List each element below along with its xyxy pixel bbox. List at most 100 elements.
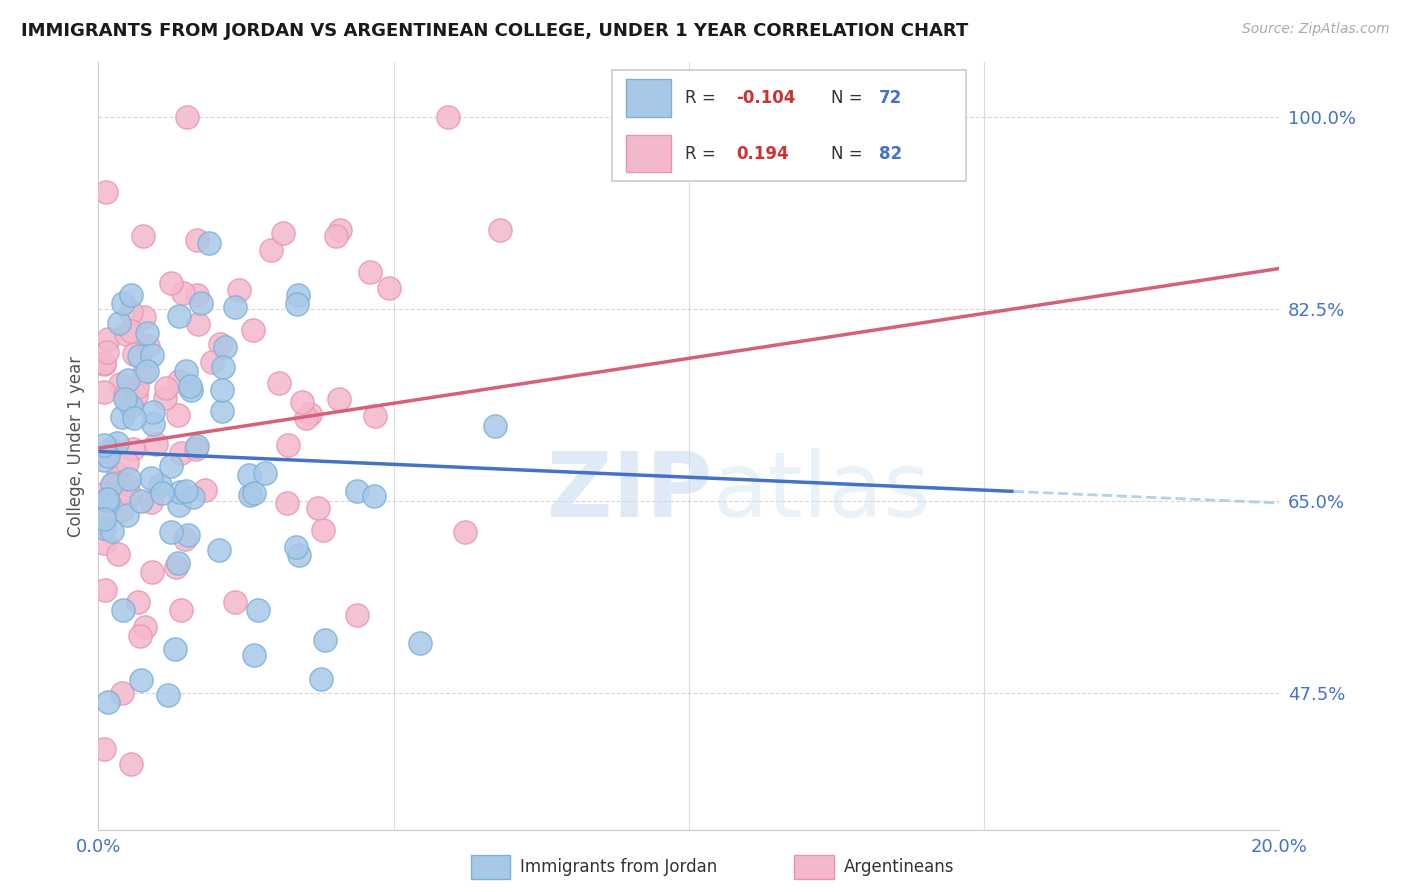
Point: [167, 556, 190, 570]
Point: [208, 543, 231, 558]
Point: [167, 309, 190, 323]
Point: [108, 316, 131, 330]
Point: [267, 376, 290, 390]
Point: [165, 641, 187, 656]
Point: [94, 582, 117, 597]
Point: [484, 419, 506, 434]
Point: [117, 373, 139, 387]
Point: [136, 364, 159, 378]
Point: [214, 340, 236, 354]
Point: [363, 489, 385, 503]
Point: [120, 756, 142, 771]
Point: [93, 438, 115, 452]
Point: [325, 228, 347, 243]
Text: atlas: atlas: [713, 448, 931, 536]
Point: [359, 264, 381, 278]
Point: [177, 528, 200, 542]
Point: [309, 672, 332, 686]
Point: [243, 485, 266, 500]
Text: N =: N =: [831, 89, 868, 107]
Point: [132, 367, 155, 381]
Point: [134, 310, 156, 324]
Point: [186, 288, 208, 302]
Text: -0.104: -0.104: [737, 89, 796, 107]
Point: [346, 484, 368, 499]
Point: [93, 742, 115, 756]
Text: Source: ZipAtlas.com: Source: ZipAtlas.com: [1241, 22, 1389, 37]
Point: [160, 459, 183, 474]
Point: [93, 512, 115, 526]
Point: [253, 466, 276, 480]
Point: [94, 186, 117, 200]
Point: [105, 435, 128, 450]
Bar: [626, 135, 671, 172]
Point: [93, 448, 115, 462]
Point: [211, 383, 233, 397]
Point: [121, 442, 143, 456]
Point: [115, 326, 138, 341]
Point: [328, 392, 350, 407]
Point: [118, 488, 141, 502]
Point: [295, 410, 318, 425]
Point: [97, 332, 120, 346]
Point: [93, 452, 115, 467]
Point: [155, 381, 177, 395]
Point: [174, 532, 197, 546]
Point: [174, 484, 197, 499]
Point: [228, 283, 250, 297]
Point: [141, 348, 163, 362]
Point: [141, 565, 163, 579]
Point: [224, 595, 246, 609]
Point: [176, 110, 198, 124]
Point: [120, 305, 142, 319]
Point: [129, 494, 152, 508]
Point: [409, 636, 432, 650]
Point: [120, 324, 142, 338]
Point: [94, 486, 117, 500]
Point: [115, 457, 138, 471]
Point: [454, 525, 477, 540]
Point: [129, 629, 152, 643]
Point: [287, 548, 309, 562]
Point: [111, 603, 134, 617]
Point: [312, 523, 335, 537]
Point: [93, 384, 115, 399]
Bar: [626, 79, 671, 117]
Point: [165, 560, 187, 574]
Point: [136, 339, 159, 353]
Point: [172, 285, 194, 300]
Point: [96, 345, 118, 359]
Point: [139, 471, 162, 485]
Point: [186, 439, 208, 453]
Point: [194, 483, 217, 498]
Point: [103, 475, 125, 490]
Point: [112, 296, 135, 310]
Point: [156, 688, 179, 702]
Point: [291, 395, 314, 409]
Point: [150, 486, 173, 500]
Point: [239, 487, 262, 501]
Point: [169, 484, 191, 499]
Text: 82: 82: [879, 145, 903, 162]
Point: [184, 442, 207, 457]
Point: [111, 686, 134, 700]
Point: [247, 603, 270, 617]
Point: [167, 374, 190, 388]
Text: R =: R =: [685, 145, 721, 162]
Point: [307, 501, 329, 516]
Point: [100, 442, 122, 457]
Point: [209, 336, 232, 351]
Point: [96, 491, 118, 506]
Point: [169, 603, 191, 617]
Point: [378, 280, 401, 294]
Point: [118, 472, 141, 486]
Point: [131, 229, 153, 244]
Point: [135, 326, 157, 340]
Point: [97, 494, 120, 508]
Point: [179, 378, 201, 392]
Point: [284, 540, 307, 554]
Text: 0.194: 0.194: [737, 145, 789, 162]
Point: [93, 536, 115, 550]
Point: [142, 417, 165, 432]
Point: [125, 388, 148, 402]
